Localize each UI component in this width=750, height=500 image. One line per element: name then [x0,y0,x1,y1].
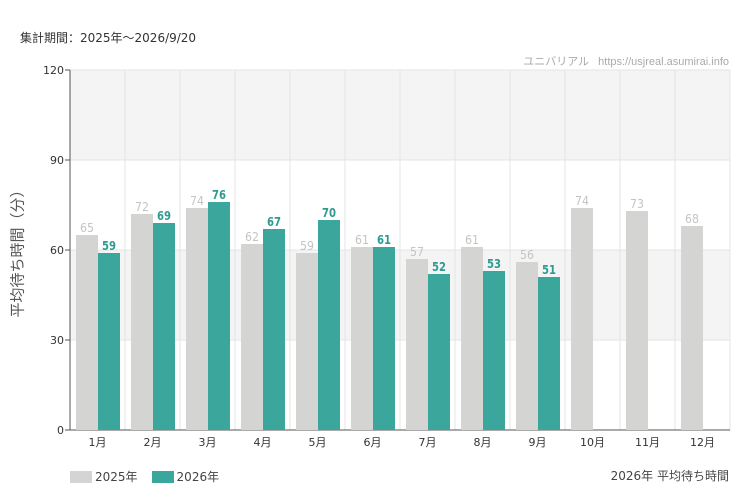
data-label-2025: 56 [520,248,534,262]
data-label-2026: 70 [322,206,336,220]
x-tick-label: 12月 [690,436,715,449]
data-label-2025: 72 [135,200,149,214]
data-label-2026: 67 [267,215,281,229]
site-url: https://usjreal.asumirai.info [598,56,729,68]
bar-2026 [263,229,285,430]
x-tick-label: 11月 [635,436,660,449]
x-tick-label: 7月 [419,436,437,449]
x-tick-label: 4月 [254,436,272,449]
x-tick-label: 3月 [199,436,217,449]
x-tick-label: 6月 [364,436,382,449]
legend: 2025年 2026年 [70,468,233,485]
data-label-2026: 53 [487,257,501,271]
x-tick-label: 9月 [529,436,547,449]
bar-2026 [373,247,395,430]
data-label-2025: 61 [355,233,369,247]
bar-2025 [406,259,428,430]
data-label-2025: 61 [465,233,479,247]
data-label-2026: 76 [212,188,226,202]
legend-label-2025: 2025年 [95,470,138,484]
bar-2025 [296,253,318,430]
data-label-2025: 65 [80,221,94,235]
legend-label-2026: 2026年 [176,470,220,484]
bar-2025 [76,235,98,430]
data-label-2025: 59 [300,239,314,253]
x-tick-label: 8月 [474,436,492,449]
site-credit: ユニバリアル https://usjreal.asumirai.info [517,53,729,69]
bar-2025 [461,247,483,430]
bar-2026 [318,220,340,430]
data-label-2025: 68 [685,212,699,226]
y-tick-label: 60 [50,244,64,257]
bar-2025 [516,262,538,430]
y-tick-label: 90 [50,154,64,167]
bar-2026 [153,223,175,430]
x-tick-label: 1月 [89,436,107,449]
x-tick-label: 5月 [309,436,327,449]
bar-2026 [428,274,450,430]
y-tick-label: 30 [50,334,64,347]
bar-2025 [131,214,153,430]
data-label-2026: 61 [377,233,391,247]
bar-2026 [538,277,560,430]
data-label-2026: 69 [157,209,171,223]
chart-caption: 2026年 平均待ち時間 [610,469,729,483]
bar-2025 [681,226,703,430]
data-label-2025: 73 [630,197,644,211]
legend-swatch-2026 [151,470,174,483]
bar-2025 [186,208,208,430]
y-tick-label: 120 [43,64,64,77]
bar-2025 [351,247,373,430]
bar-2026 [208,202,230,430]
y-tick-label: 0 [57,424,64,437]
data-label-2025: 62 [245,230,259,244]
x-tick-label: 2月 [144,436,162,449]
bar-2025 [626,211,648,430]
bar-2025 [241,244,263,430]
legend-swatch-2025 [70,470,92,483]
data-label-2025: 74 [575,194,589,208]
period-label: 集計期間：2025年〜2026/9/20 [20,31,197,45]
site-name: ユニバリアル [523,56,590,68]
legend-item-2025[interactable]: 2025年 [70,468,138,485]
bar-2026 [98,253,120,430]
bar-2025 [571,208,593,430]
data-label-2025: 74 [190,194,204,208]
legend-item-2026[interactable]: 2026年 [151,468,220,485]
data-label-2026: 52 [432,260,446,274]
x-tick-label: 10月 [580,436,605,449]
data-label-2025: 57 [410,245,424,259]
data-label-2026: 51 [542,263,556,277]
bar-2026 [483,271,505,430]
data-label-2026: 59 [102,239,116,253]
